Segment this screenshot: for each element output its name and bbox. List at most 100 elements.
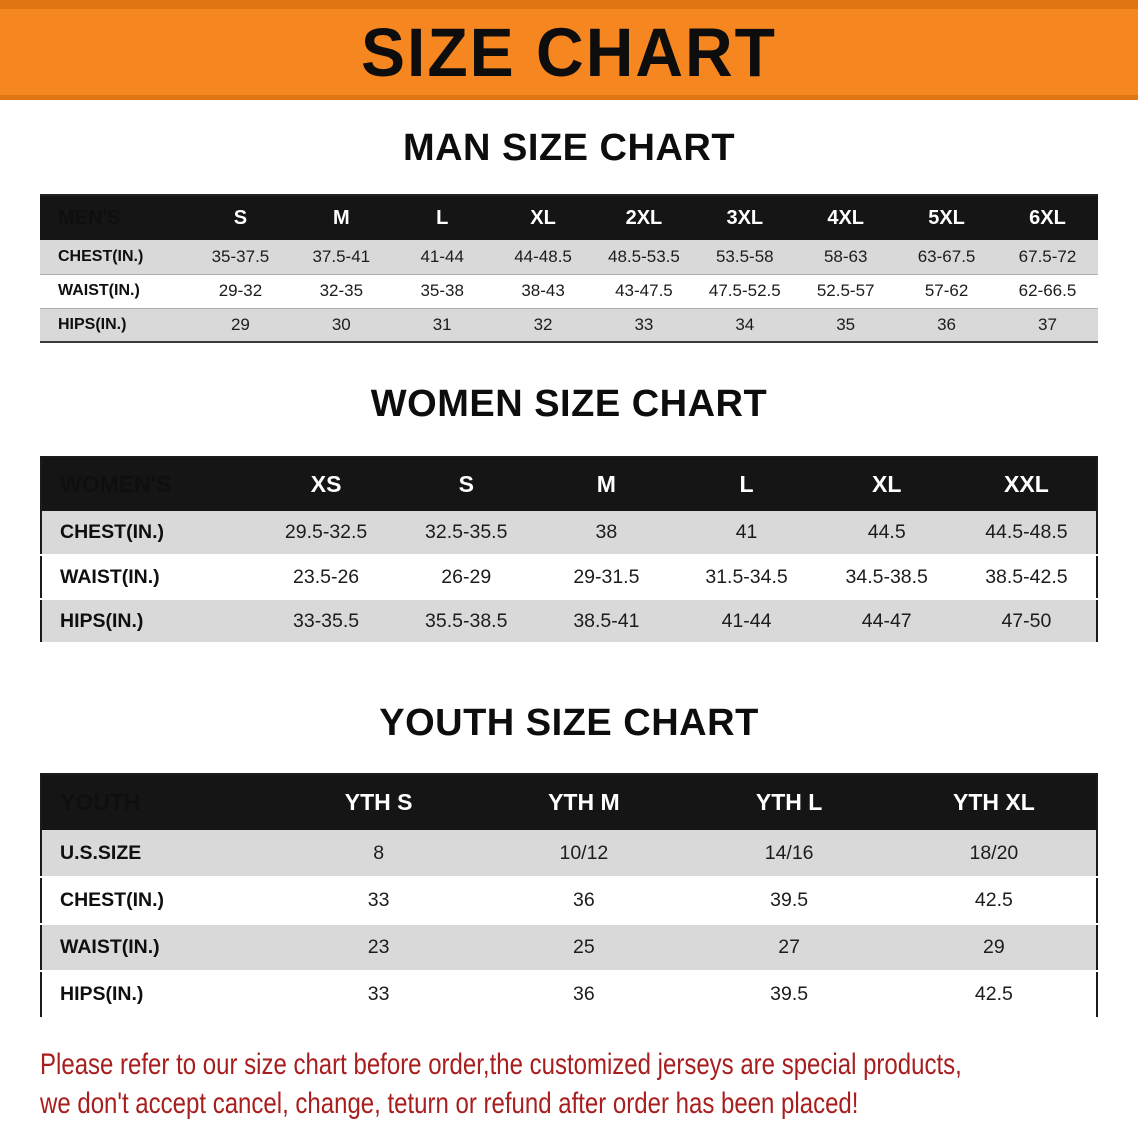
- table-corner-label: WOMEN'S: [41, 457, 256, 511]
- measurement-row: WAIST(IN.) 23 25 27 29: [41, 924, 1097, 972]
- measurement-value: 32: [492, 308, 594, 343]
- measurement-value: 33-35.5: [256, 599, 397, 644]
- measurement-value: 32.5-35.5: [396, 511, 537, 556]
- header-row: YOUTH YTH S YTH M YTH L YTH XL: [41, 774, 1097, 830]
- size-column-header: M: [290, 195, 392, 240]
- measurement-value: 29: [891, 924, 1097, 972]
- measurement-row: HIPS(IN.) 33 36 39.5 42.5: [41, 971, 1097, 1019]
- size-column-header: 5XL: [896, 195, 997, 240]
- measurement-value: 34: [694, 308, 796, 343]
- measurement-value: 29-31.5: [536, 555, 677, 600]
- measurement-value: 44-47: [816, 599, 957, 644]
- measurement-value: 35.5-38.5: [396, 599, 537, 644]
- page-title: SIZE CHART: [361, 13, 777, 91]
- measurement-value: 37: [997, 308, 1098, 343]
- measurement-row: CHEST(IN.) 35-37.5 37.5-41 41-44 44-48.5 48.5…: [40, 240, 1098, 275]
- measurement-value: 14/16: [686, 830, 892, 878]
- measurement-value: 27: [686, 924, 892, 972]
- measurement-value: 44-48.5: [492, 240, 594, 275]
- measurement-row: CHEST(IN.) 29.5-32.5 32.5-35.5 38 41 44.5 44.5…: [41, 511, 1097, 556]
- measurement-value: 47.5-52.5: [694, 274, 796, 309]
- measurement-value: 25: [481, 924, 687, 972]
- measurement-value: 53.5-58: [694, 240, 796, 275]
- measurement-value: 41-44: [391, 240, 493, 275]
- measurement-label: HIPS(IN.): [41, 971, 276, 1019]
- measurement-value: 29: [190, 308, 291, 343]
- measurement-value: 33: [276, 877, 482, 925]
- youth-heading: YOUTH SIZE CHART: [379, 702, 759, 744]
- measurement-label: U.S.SIZE: [41, 830, 276, 878]
- measurement-value: 33: [276, 971, 482, 1019]
- size-column-header: XL: [816, 457, 957, 511]
- measurement-label: HIPS(IN.): [41, 599, 256, 644]
- measurement-label: WAIST(IN.): [40, 274, 190, 309]
- men-section: MAN SIZE CHART MEN'S S M L XL 2XL 3XL 4XL 5XL 6XL…: [0, 127, 1138, 343]
- measurement-row: CHEST(IN.) 33 36 39.5 42.5: [41, 877, 1097, 925]
- size-table: MEN'S S M L XL 2XL 3XL 4XL 5XL 6XL CHEST(IN.) 35-37…: [40, 194, 1098, 343]
- youth-section: YOUTH SIZE CHART YOUTH YTH S YTH M YTH L YTH…: [0, 702, 1138, 1019]
- measurement-value: 10/12: [481, 830, 687, 878]
- measurement-value: 32-35: [290, 274, 392, 309]
- size-column-header: YTH L: [686, 774, 892, 830]
- table-corner-label: YOUTH: [41, 774, 276, 830]
- measurement-value: 29-32: [190, 274, 291, 309]
- size-column-header: XS: [256, 457, 397, 511]
- measurement-value: 41: [676, 511, 817, 556]
- size-column-header: XL: [492, 195, 594, 240]
- measurement-value: 33: [593, 308, 695, 343]
- measurement-value: 43-47.5: [593, 274, 695, 309]
- size-column-header: YTH M: [481, 774, 687, 830]
- measurement-value: 38.5-42.5: [956, 555, 1097, 600]
- women-size-table: WOMEN'S XS S M L XL XXL CHEST(IN.) 29.5-32.5 32.5…: [0, 456, 1138, 644]
- size-table: WOMEN'S XS S M L XL XXL CHEST(IN.) 29.5-32.5 32.5…: [40, 456, 1098, 644]
- size-column-header: M: [536, 457, 677, 511]
- size-column-header: XXL: [956, 457, 1097, 511]
- size-column-header: L: [676, 457, 817, 511]
- header-row: MEN'S S M L XL 2XL 3XL 4XL 5XL 6XL: [40, 195, 1098, 240]
- measurement-value: 39.5: [686, 971, 892, 1019]
- size-column-header: YTH XL: [891, 774, 1097, 830]
- header-row: WOMEN'S XS S M L XL XXL: [41, 457, 1097, 511]
- measurement-row: WAIST(IN.) 23.5-26 26-29 29-31.5 31.5-34.5 34…: [41, 555, 1097, 600]
- measurement-value: 52.5-57: [795, 274, 897, 309]
- measurement-value: 30: [290, 308, 392, 343]
- measurement-value: 18/20: [891, 830, 1097, 878]
- size-table: YOUTH YTH S YTH M YTH L YTH XL U.S.SIZE 8 10/12…: [40, 773, 1098, 1019]
- size-column-header: 4XL: [795, 195, 897, 240]
- measurement-value: 37.5-41: [290, 240, 392, 275]
- measurement-value: 39.5: [686, 877, 892, 925]
- size-column-header: L: [391, 195, 493, 240]
- disclaimer: Please refer to our size chart before or…: [40, 1045, 1098, 1123]
- measurement-value: 63-67.5: [896, 240, 997, 275]
- size-column-header: YTH S: [276, 774, 482, 830]
- measurement-label: WAIST(IN.): [41, 924, 276, 972]
- measurement-value: 38: [536, 511, 677, 556]
- measurement-value: 31.5-34.5: [676, 555, 817, 600]
- measurement-row: HIPS(IN.) 33-35.5 35.5-38.5 38.5-41 41-44 44-…: [41, 599, 1097, 644]
- measurement-value: 38.5-41: [536, 599, 677, 644]
- measurement-value: 36: [896, 308, 997, 343]
- measurement-value: 35: [795, 308, 897, 343]
- measurement-value: 29.5-32.5: [256, 511, 397, 556]
- measurement-value: 62-66.5: [997, 274, 1098, 309]
- measurement-value: 42.5: [891, 877, 1097, 925]
- measurement-row: HIPS(IN.) 29 30 31 32 33 34 35 36 37: [40, 308, 1098, 343]
- measurement-value: 47-50: [956, 599, 1097, 644]
- measurement-value: 23: [276, 924, 482, 972]
- size-column-header: S: [190, 195, 291, 240]
- size-column-header: 6XL: [997, 195, 1098, 240]
- measurement-value: 23.5-26: [256, 555, 397, 600]
- men-size-table: MEN'S S M L XL 2XL 3XL 4XL 5XL 6XL CHEST(IN.) 35-37…: [0, 194, 1138, 343]
- disclaimer-line-1: Please refer to our size chart before or…: [40, 1048, 962, 1081]
- women-heading: WOMEN SIZE CHART: [370, 383, 768, 425]
- measurement-value: 26-29: [396, 555, 537, 600]
- size-column-header: 2XL: [593, 195, 695, 240]
- measurement-value: 31: [391, 308, 493, 343]
- women-section: WOMEN SIZE CHART WOMEN'S XS S M L XL XXL CHEST(…: [0, 383, 1138, 644]
- youth-size-table: YOUTH YTH S YTH M YTH L YTH XL U.S.SIZE 8 10/12…: [0, 773, 1138, 1019]
- measurement-value: 48.5-53.5: [593, 240, 695, 275]
- measurement-value: 38-43: [492, 274, 594, 309]
- size-column-header: S: [396, 457, 537, 511]
- size-column-header: 3XL: [694, 195, 796, 240]
